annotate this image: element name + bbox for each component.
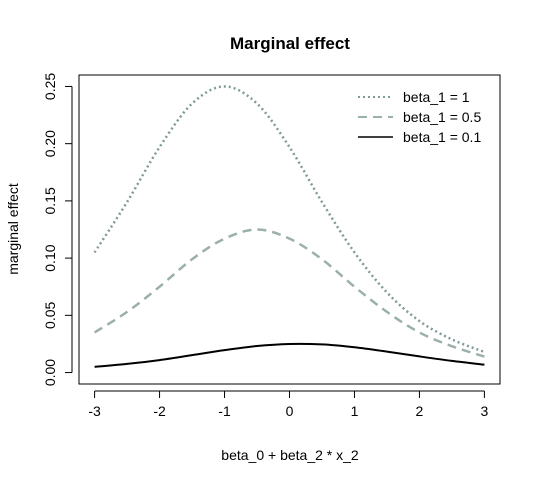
plot-frame — [78, 74, 501, 385]
y-axis-label: marginal effect — [5, 183, 21, 275]
x-tick-label: -1 — [218, 403, 231, 419]
y-tick-label: 0.15 — [42, 187, 58, 214]
legend-label-3: beta_1 = 0.1 — [403, 129, 481, 145]
y-tick-label: 0.25 — [42, 73, 58, 100]
y-tick-label: 0.05 — [42, 301, 58, 328]
series-line-1 — [93, 85, 485, 354]
x-axis-label: beta_0 + beta_2 * x_2 — [221, 447, 359, 463]
x-tick-label: 1 — [351, 403, 359, 419]
x-tick-label: 3 — [481, 403, 489, 419]
x-tick-label: -2 — [153, 403, 166, 419]
y-tick-label: 0.10 — [42, 244, 58, 271]
chart-title: Marginal effect — [230, 34, 350, 53]
series-line-2 — [93, 228, 485, 358]
y-axis: 0.00 0.05 0.10 0.15 0.20 0.25 — [42, 73, 73, 386]
y-tick-label: 0.00 — [42, 359, 58, 386]
x-tick-label: -3 — [88, 403, 101, 419]
legend-label-1: beta_1 = 1 — [403, 89, 470, 105]
y-tick-label: 0.20 — [42, 130, 58, 157]
x-axis: -3 -2 -1 0 1 2 3 — [88, 390, 489, 419]
series-lines — [93, 85, 485, 368]
x-tick-label: 2 — [416, 403, 424, 419]
legend-label-2: beta_1 = 0.5 — [403, 109, 481, 125]
x-tick-label: 0 — [286, 403, 294, 419]
legend: beta_1 = 1 beta_1 = 0.5 beta_1 = 0.1 — [358, 89, 481, 145]
series-line-3 — [94, 342, 485, 368]
